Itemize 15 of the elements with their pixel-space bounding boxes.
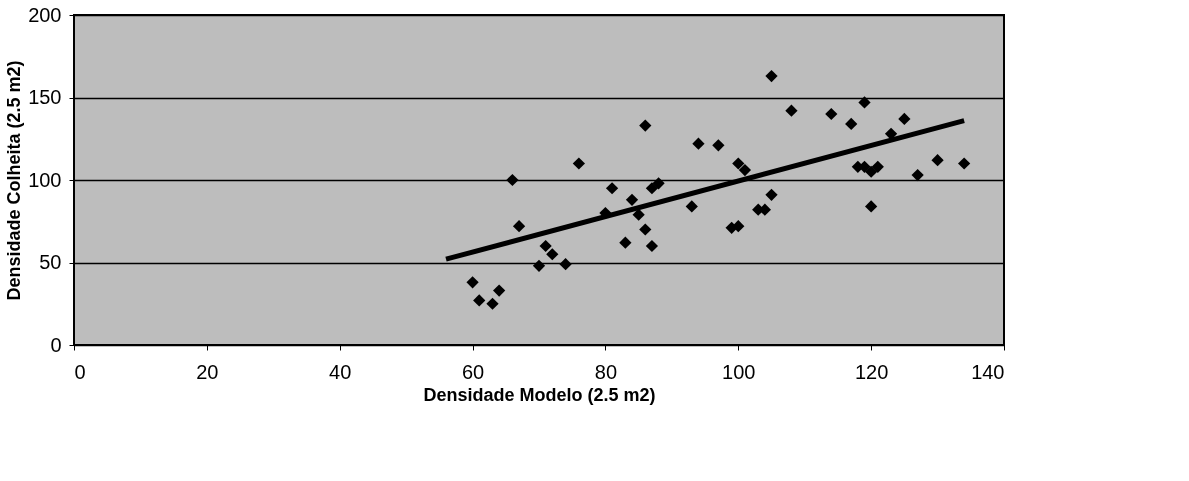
y-tick-label: 150	[28, 86, 62, 108]
x-tick-label: 0	[74, 360, 86, 383]
y-axis-title: Densidade Colheita (2.5 m2)	[4, 60, 25, 301]
x-axis-title: Densidade Modelo (2.5 m2)	[423, 384, 656, 405]
x-tick-label: 140	[971, 360, 1005, 383]
x-tick-label: 40	[329, 360, 352, 383]
y-tick-label: 200	[28, 3, 62, 26]
y-tick-label: 100	[28, 168, 62, 191]
y-tick-label: 50	[39, 251, 62, 273]
x-tick-label: 120	[854, 360, 889, 383]
x-tick-label: 100	[722, 360, 756, 383]
x-tick-label: 60	[461, 360, 485, 383]
x-tick-label: 80	[594, 360, 618, 383]
x-tick-label: 20	[196, 360, 219, 383]
y-tick-label: 0	[50, 333, 62, 356]
